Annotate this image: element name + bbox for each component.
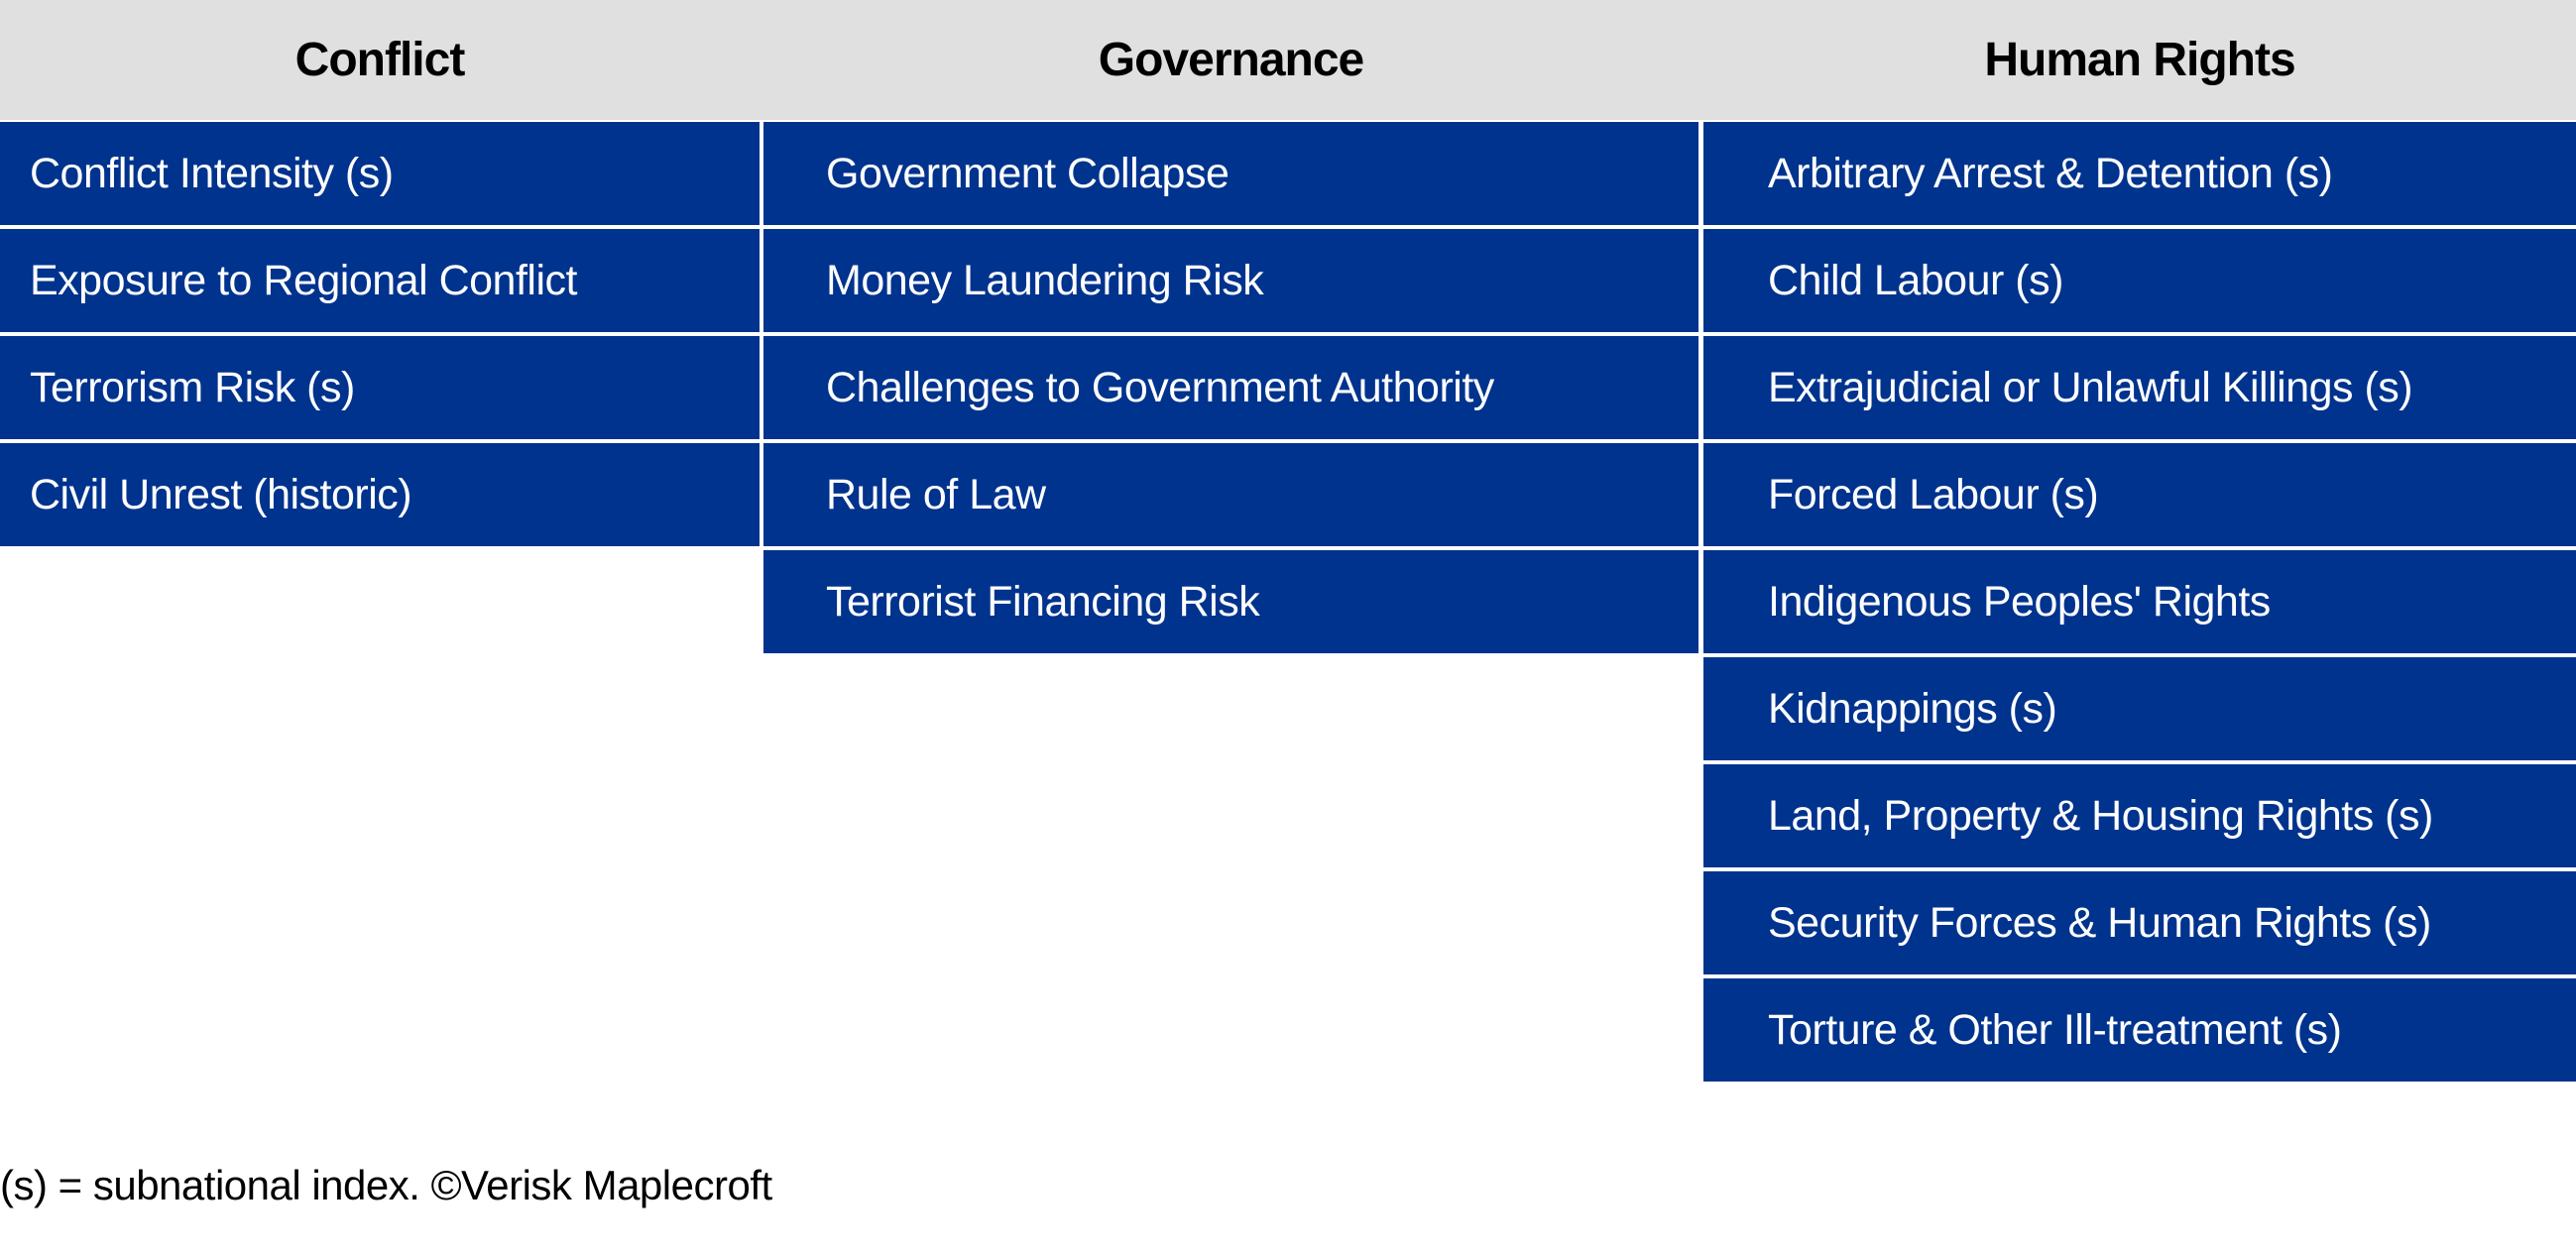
index-cell: Kidnappings (s)	[1703, 657, 2576, 760]
column: Governance Government Collapse Money Laund…	[763, 0, 1698, 657]
column: Human Rights Arbitrary Arrest & Detention…	[1703, 0, 2576, 1085]
index-cell: Terrorist Financing Risk	[763, 550, 1698, 653]
index-cell: Exposure to Regional Conflict	[0, 229, 760, 332]
column-rows: Arbitrary Arrest & Detention (s) Child La…	[1703, 122, 2576, 1082]
header-band	[0, 0, 2576, 120]
index-cell: Civil Unrest (historic)	[0, 443, 760, 546]
index-cell: Terrorism Risk (s)	[0, 336, 760, 439]
index-cell: Arbitrary Arrest & Detention (s)	[1703, 122, 2576, 225]
column-rows: Conflict Intensity (s) Exposure to Region…	[0, 122, 760, 546]
footnote: (s) = subnational index. ©Verisk Maplecr…	[0, 1162, 772, 1208]
index-cell: Challenges to Government Authority	[763, 336, 1698, 439]
column: Conflict Conflict Intensity (s) Exposure t…	[0, 0, 760, 550]
column-header: Governance	[1098, 34, 1364, 86]
index-cell: Rule of Law	[763, 443, 1698, 546]
column-rows: Government Collapse Money Laundering Risk…	[763, 122, 1698, 653]
index-cell: Forced Labour (s)	[1703, 443, 2576, 546]
index-cell: Child Labour (s)	[1703, 229, 2576, 332]
index-cell: Land, Property & Housing Rights (s)	[1703, 764, 2576, 867]
index-cell: Security Forces & Human Rights (s)	[1703, 871, 2576, 974]
index-cell: Government Collapse	[763, 122, 1698, 225]
column-header: Human Rights	[1984, 34, 2295, 86]
index-cell: Extrajudicial or Unlawful Killings (s)	[1703, 336, 2576, 439]
index-cell: Money Laundering Risk	[763, 229, 1698, 332]
index-cell: Torture & Other Ill-treatment (s)	[1703, 978, 2576, 1082]
index-cell: Conflict Intensity (s)	[0, 122, 760, 225]
index-cell: Indigenous Peoples' Rights	[1703, 550, 2576, 653]
column-header: Conflict	[294, 34, 466, 86]
